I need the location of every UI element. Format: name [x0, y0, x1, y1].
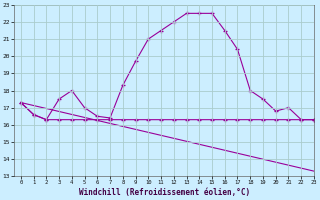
X-axis label: Windchill (Refroidissement éolien,°C): Windchill (Refroidissement éolien,°C)	[79, 188, 250, 197]
